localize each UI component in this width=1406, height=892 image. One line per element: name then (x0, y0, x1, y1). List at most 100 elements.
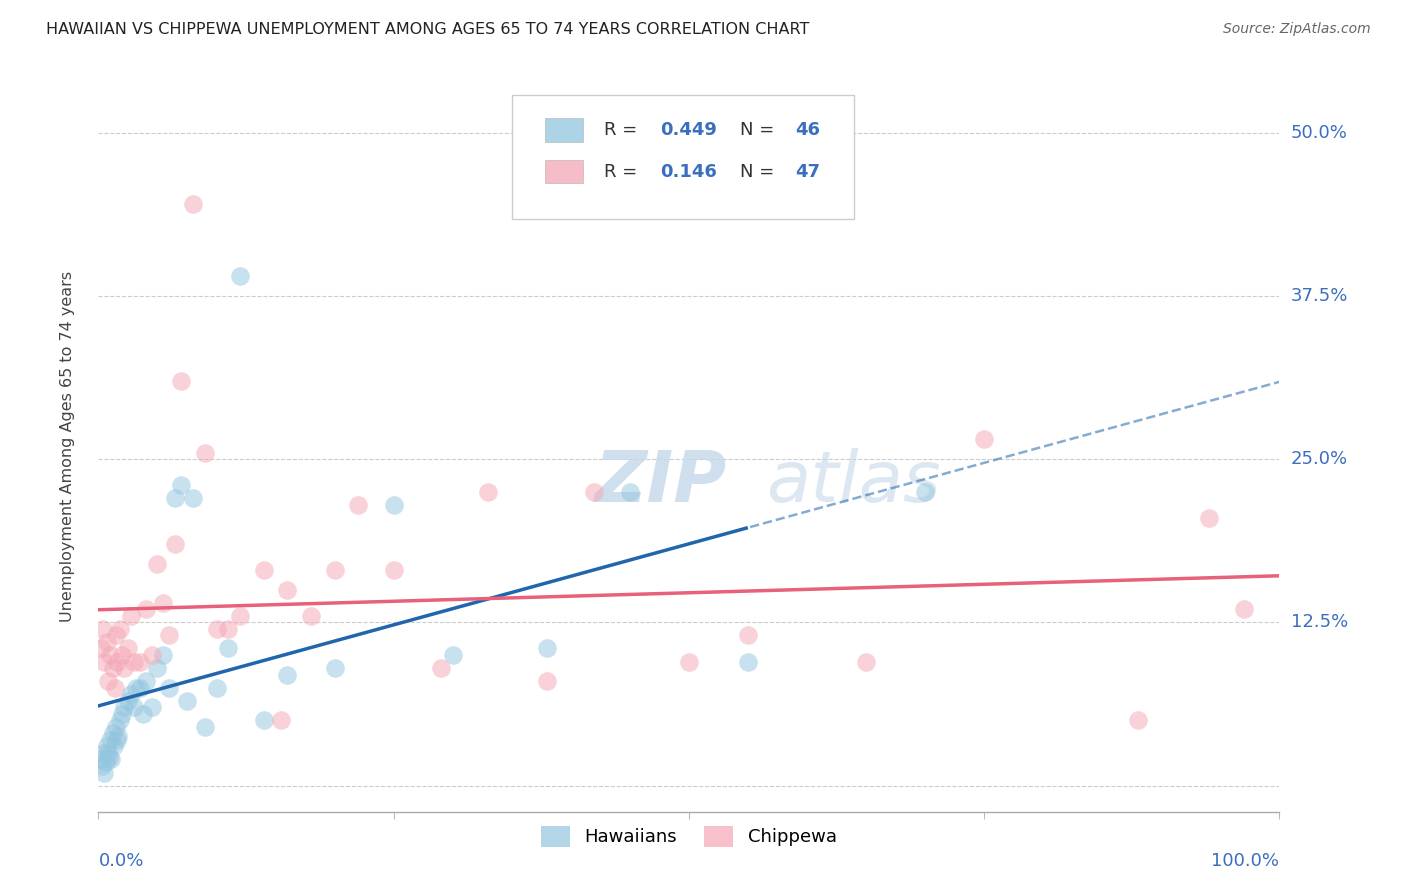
Point (128, 655, 150, 669)
Point (619, 484, 641, 499)
Point (152, 648, 174, 662)
Point (176, 694, 198, 708)
Point (146, 661, 169, 675)
Point (135, 602, 157, 616)
Point (323, 563, 346, 577)
Text: 100.0%: 100.0% (1212, 852, 1279, 870)
Point (117, 641, 139, 656)
Point (107, 729, 129, 743)
Point (104, 681, 127, 695)
Point (141, 648, 163, 662)
FancyBboxPatch shape (546, 119, 582, 142)
Point (112, 661, 135, 675)
Point (229, 608, 252, 623)
Point (194, 720, 217, 734)
Text: ZIP: ZIP (595, 448, 727, 517)
Point (170, 478, 193, 492)
Point (122, 655, 145, 669)
Point (1126, 714, 1149, 728)
Point (105, 628, 128, 642)
Point (100, 752, 122, 766)
Point (441, 648, 464, 662)
Point (121, 608, 143, 623)
Text: 0.0%: 0.0% (98, 852, 143, 870)
Point (157, 681, 180, 695)
Point (229, 269, 252, 284)
Point (105, 720, 128, 734)
Point (112, 700, 135, 714)
Point (96, 635, 118, 649)
Point (737, 655, 759, 669)
Point (536, 674, 558, 689)
Point (146, 557, 169, 571)
Text: 50.0%: 50.0% (1291, 123, 1347, 142)
Point (101, 661, 124, 675)
Point (855, 655, 877, 669)
Point (122, 700, 145, 714)
Point (194, 445, 217, 459)
Text: 25.0%: 25.0% (1291, 450, 1348, 468)
Point (276, 667, 298, 681)
Text: 12.5%: 12.5% (1291, 614, 1348, 632)
Point (270, 714, 292, 728)
Text: atlas: atlas (766, 448, 941, 517)
Text: 0.146: 0.146 (661, 162, 717, 181)
Point (97, 746, 120, 760)
Point (430, 661, 453, 675)
Point (111, 706, 134, 721)
Legend: Hawaiians, Chippewa: Hawaiians, Chippewa (534, 819, 844, 854)
Point (111, 648, 134, 662)
Point (96, 739, 118, 754)
Point (299, 608, 322, 623)
Point (90, 641, 112, 656)
Point (536, 641, 558, 656)
Point (103, 739, 125, 754)
Point (217, 641, 239, 656)
Text: HAWAIIAN VS CHIPPEWA UNEMPLOYMENT AMONG AGES 65 TO 74 YEARS CORRELATION CHART: HAWAIIAN VS CHIPPEWA UNEMPLOYMENT AMONG … (46, 22, 810, 37)
Point (165, 537, 187, 551)
Point (128, 681, 150, 695)
Point (108, 714, 131, 728)
Point (91, 746, 114, 760)
Point (181, 491, 204, 506)
Point (157, 628, 180, 642)
Point (1198, 511, 1220, 525)
Point (737, 628, 759, 642)
Text: R =: R = (605, 162, 643, 181)
Text: 47: 47 (796, 162, 820, 181)
Point (108, 622, 131, 636)
Point (205, 681, 228, 695)
Point (170, 374, 193, 388)
Point (583, 484, 606, 499)
Text: 0.449: 0.449 (661, 121, 717, 139)
Point (382, 563, 405, 577)
Point (98, 732, 121, 747)
Point (165, 491, 187, 506)
Point (98, 749, 121, 764)
Point (125, 681, 148, 695)
Point (93, 765, 115, 780)
Text: Source: ZipAtlas.com: Source: ZipAtlas.com (1223, 22, 1371, 37)
Point (121, 687, 143, 701)
Point (117, 694, 139, 708)
Text: 46: 46 (796, 121, 820, 139)
Point (914, 484, 936, 499)
Point (217, 622, 239, 636)
Point (135, 674, 157, 689)
Point (253, 714, 276, 728)
Point (105, 732, 128, 747)
Point (678, 655, 700, 669)
Text: N =: N = (740, 121, 780, 139)
Point (382, 498, 405, 512)
Point (1233, 602, 1256, 616)
Point (91, 622, 114, 636)
FancyBboxPatch shape (546, 160, 582, 184)
Point (97, 674, 120, 689)
Point (93, 655, 115, 669)
Point (98, 648, 121, 662)
Point (101, 726, 124, 740)
Point (253, 563, 276, 577)
Point (205, 622, 228, 636)
Point (141, 700, 163, 714)
Point (477, 484, 499, 499)
